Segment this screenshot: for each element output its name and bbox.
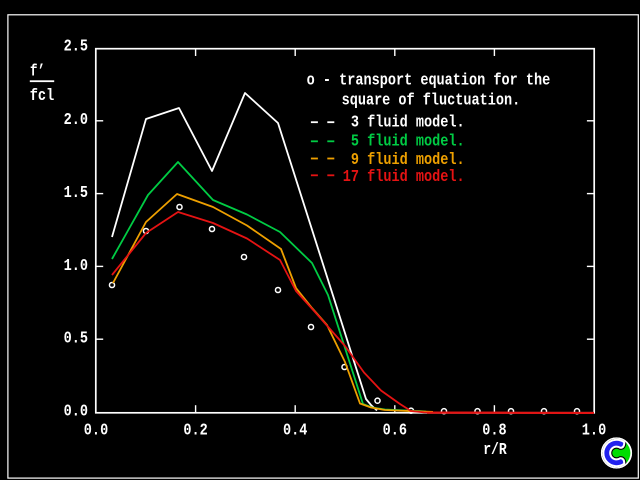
svg-text:2.0: 2.0 xyxy=(64,110,88,129)
svg-text:0.8: 0.8 xyxy=(482,420,506,439)
svg-text:0.0: 0.0 xyxy=(84,420,108,439)
svg-text:3 fluid model.: 3 fluid model. xyxy=(351,113,465,132)
svg-text:square of fluctuation.: square of fluctuation. xyxy=(342,90,521,109)
svg-text:r/R: r/R xyxy=(483,440,507,459)
svg-text:fcl: fcl xyxy=(30,86,55,105)
svg-text:1.0: 1.0 xyxy=(582,420,606,439)
svg-text:2.5: 2.5 xyxy=(64,36,88,55)
svg-text:0.6: 0.6 xyxy=(383,420,407,439)
svg-text:0.4: 0.4 xyxy=(283,420,308,439)
svg-text:17 fluid model.: 17 fluid model. xyxy=(343,167,465,186)
svg-text:f’: f’ xyxy=(30,61,45,80)
svg-text:5 fluid model.: 5 fluid model. xyxy=(351,131,465,150)
svg-text:9 fluid model.: 9 fluid model. xyxy=(351,150,465,169)
svg-text:o - transport equation for the: o - transport equation for the xyxy=(307,70,551,89)
svg-text:1.5: 1.5 xyxy=(64,183,88,202)
svg-text:0.0: 0.0 xyxy=(64,401,88,420)
svg-text:0.2: 0.2 xyxy=(183,420,207,439)
svg-text:0.5: 0.5 xyxy=(64,329,88,348)
svg-text:1.0: 1.0 xyxy=(64,256,88,275)
